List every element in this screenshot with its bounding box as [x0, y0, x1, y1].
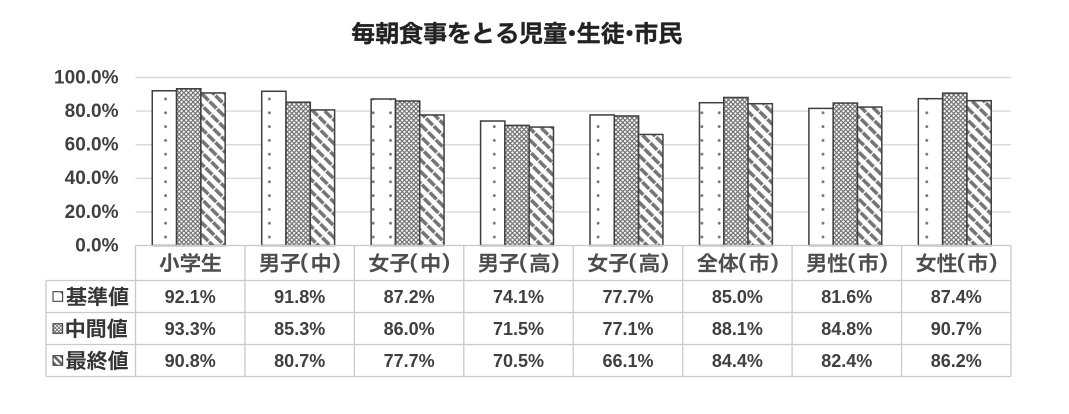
svg-text:80.7%: 80.7%: [274, 351, 325, 371]
svg-text:85.0%: 85.0%: [712, 287, 763, 307]
svg-text:87.2%: 87.2%: [384, 287, 435, 307]
svg-text:70.5%: 70.5%: [493, 351, 544, 371]
svg-text:91.8%: 91.8%: [274, 287, 325, 307]
svg-text:77.7%: 77.7%: [602, 287, 653, 307]
svg-text:77.7%: 77.7%: [384, 351, 435, 371]
svg-text:90.7%: 90.7%: [931, 319, 982, 339]
svg-text:81.6%: 81.6%: [821, 287, 872, 307]
svg-text:86.2%: 86.2%: [931, 351, 982, 371]
svg-text:93.3%: 93.3%: [165, 319, 216, 339]
svg-text:71.5%: 71.5%: [493, 319, 544, 339]
svg-text:0.0%: 0.0%: [75, 235, 118, 256]
svg-text:77.1%: 77.1%: [602, 319, 653, 339]
svg-text:82.4%: 82.4%: [821, 351, 872, 371]
svg-text:74.1%: 74.1%: [493, 287, 544, 307]
svg-text:20.0%: 20.0%: [65, 202, 119, 223]
svg-text:40.0%: 40.0%: [65, 168, 119, 189]
svg-text:80.0%: 80.0%: [65, 101, 119, 122]
svg-text:92.1%: 92.1%: [165, 287, 216, 307]
svg-text:85.3%: 85.3%: [274, 319, 325, 339]
svg-text:84.4%: 84.4%: [712, 351, 763, 371]
svg-text:86.0%: 86.0%: [384, 319, 435, 339]
svg-text:66.1%: 66.1%: [602, 351, 653, 371]
svg-text:90.8%: 90.8%: [165, 351, 216, 371]
svg-text:87.4%: 87.4%: [931, 287, 982, 307]
svg-text:100.0%: 100.0%: [54, 67, 119, 88]
svg-text:60.0%: 60.0%: [65, 135, 119, 156]
svg-text:88.1%: 88.1%: [712, 319, 763, 339]
svg-text:84.8%: 84.8%: [821, 319, 872, 339]
